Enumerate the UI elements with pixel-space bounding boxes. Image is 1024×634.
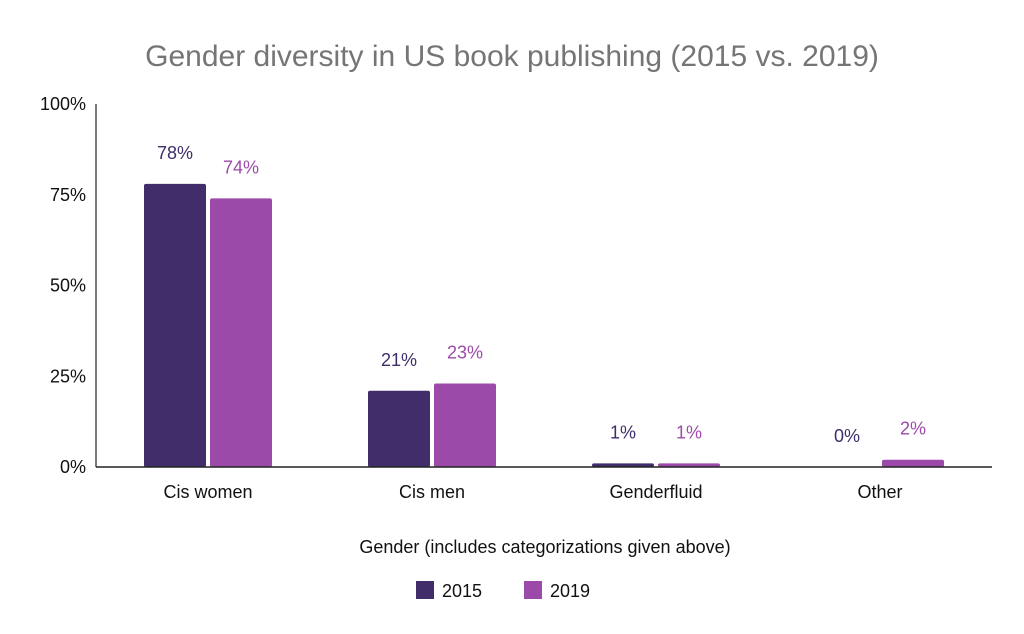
legend-label-2019: 2019: [550, 581, 590, 601]
y-tick-label: 75%: [50, 185, 86, 205]
x-tick-label: Other: [857, 482, 902, 502]
data-label-2015-3: 0%: [834, 426, 860, 446]
bar-2019-1: [434, 383, 496, 467]
chart-title: Gender diversity in US book publishing (…: [145, 40, 879, 73]
data-label-2015-0: 78%: [157, 143, 193, 163]
bar-2019-3: [882, 459, 944, 467]
data-label-2015-1: 21%: [381, 350, 417, 370]
y-tick-label: 50%: [50, 276, 86, 296]
x-tick-label: Cis men: [399, 482, 465, 502]
data-labels: 78% 74% 21% 23% 1% 1% 0% 2%: [157, 143, 926, 446]
data-label-2019-1: 23%: [447, 343, 483, 363]
data-label-2019-2: 1%: [676, 422, 702, 442]
y-tick-label: 100%: [40, 94, 86, 114]
legend-label-2015: 2015: [442, 581, 482, 601]
legend-swatch-2019: [524, 581, 542, 599]
data-label-2019-0: 74%: [223, 157, 259, 177]
y-axis: 0% 25% 50% 75% 100%: [40, 94, 97, 477]
data-label-2019-3: 2%: [900, 419, 926, 439]
bars: [144, 183, 944, 468]
x-tick-label: Cis women: [163, 482, 252, 502]
bar-2015-1: [368, 390, 430, 467]
x-axis-title: Gender (includes categorizations given a…: [359, 537, 730, 557]
bar-2015-2: [592, 463, 654, 467]
bar-2019-2: [658, 463, 720, 467]
bar-2015-0: [144, 183, 206, 468]
x-tick-label: Genderfluid: [609, 482, 702, 502]
data-label-2015-2: 1%: [610, 422, 636, 442]
legend-swatch-2015: [416, 581, 434, 599]
y-tick-label: 25%: [50, 366, 86, 386]
bar-2019-0: [210, 198, 272, 467]
legend: 2015 2019: [416, 581, 590, 601]
y-tick-label: 0%: [60, 457, 86, 477]
x-axis: Cis women Cis men Genderfluid Other: [96, 466, 992, 502]
